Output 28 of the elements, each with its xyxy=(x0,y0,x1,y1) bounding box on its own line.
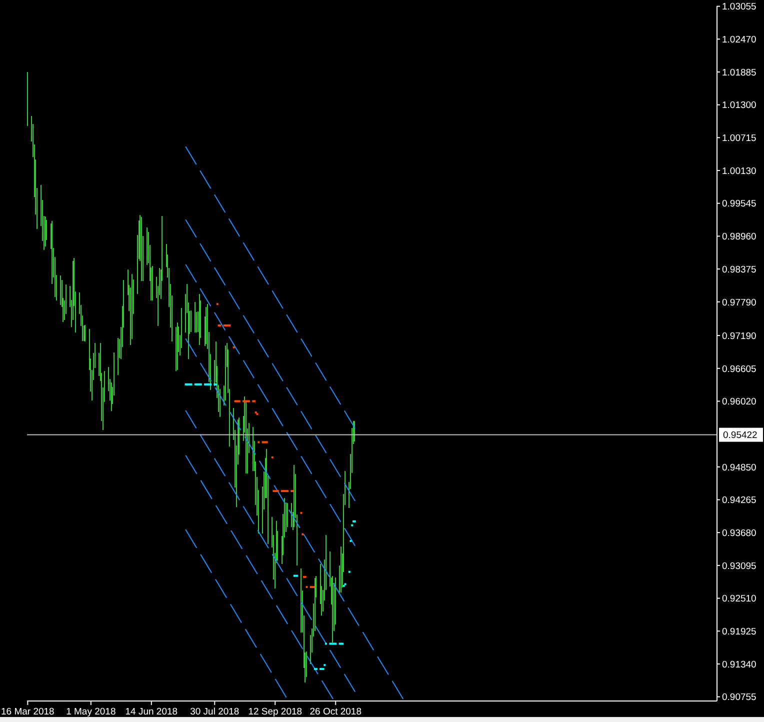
y-tick-label: 1.03055 xyxy=(722,2,756,13)
y-tick-label: 1.02470 xyxy=(722,34,756,46)
y-tick-label: 0.99545 xyxy=(722,198,756,210)
y-tick-label: 0.98375 xyxy=(722,264,756,276)
x-tick-label: 14 Jun 2018 xyxy=(125,706,178,718)
x-tick-label: 1 May 2018 xyxy=(66,706,116,718)
y-tick-label: 1.01300 xyxy=(722,100,756,112)
y-tick-label: 0.96605 xyxy=(722,364,756,375)
y-tick-label: 0.92510 xyxy=(722,594,756,605)
x-tick-label: 12 Sep 2018 xyxy=(248,706,302,718)
y-tick-label: 0.91925 xyxy=(722,626,756,638)
y-tick-label: 0.97190 xyxy=(722,330,756,342)
y-tick-label: 0.97790 xyxy=(722,297,756,308)
y-tick-label: 0.93680 xyxy=(722,528,756,539)
y-tick-label: 0.91340 xyxy=(722,659,756,670)
y-tick-label: 1.00715 xyxy=(722,133,756,144)
y-tick-label: 0.98960 xyxy=(722,232,756,243)
y-tick-label: 0.96020 xyxy=(722,396,756,408)
y-tick-label: 0.94850 xyxy=(722,462,756,474)
y-tick-label: 0.94265 xyxy=(722,495,756,506)
y-tick-label: 0.90755 xyxy=(722,692,756,704)
x-tick-label: 26 Oct 2018 xyxy=(310,706,362,718)
ref-line-label: 0.95422 xyxy=(723,430,758,442)
x-tick-label: 16 Mar 2018 xyxy=(1,706,54,718)
y-tick-label: 1.00130 xyxy=(722,166,756,177)
x-tick-label: 30 Jul 2018 xyxy=(190,706,240,718)
y-tick-label: 1.01885 xyxy=(722,67,756,78)
y-tick-label: 0.93095 xyxy=(722,560,756,572)
